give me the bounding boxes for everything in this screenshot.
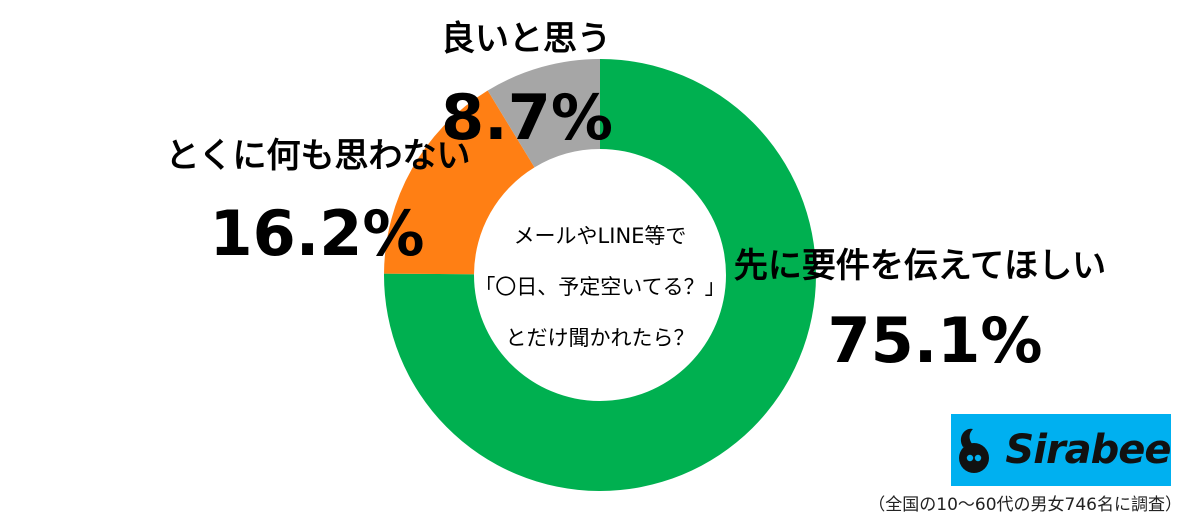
donut-slice-0: [384, 59, 816, 492]
slice-value-1: 16.2%: [209, 197, 424, 270]
slice-label-1: とくに何も思わない: [166, 136, 471, 176]
donut-slice-2: [487, 59, 600, 168]
donut-slice-1: [384, 90, 535, 275]
brand-name: Sirabee: [1005, 427, 1171, 473]
center-line-2: 「〇日、予定空いてる？」: [474, 275, 725, 299]
slice-value-2: 8.7%: [441, 81, 613, 154]
survey-footnote: （全国の10〜60代の男女746名に調査）: [868, 495, 1182, 515]
slice-label-0: 先に要件を伝えてほしい: [734, 246, 1106, 286]
center-line-1: メールやLINE等で: [514, 224, 687, 248]
sirabee-mark-icon: [959, 428, 990, 473]
slice-value-0: 75.1%: [827, 304, 1042, 377]
center-line-3: とだけ聞かれたら？: [506, 326, 695, 350]
sirabee-logo: Sirabee: [951, 414, 1172, 486]
slice-label-2: 良いと思う: [441, 19, 611, 59]
donut-slices: [384, 59, 816, 492]
